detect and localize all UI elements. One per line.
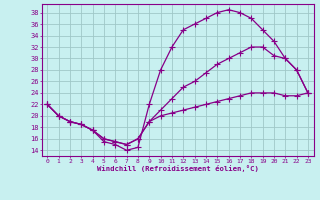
X-axis label: Windchill (Refroidissement éolien,°C): Windchill (Refroidissement éolien,°C) bbox=[97, 165, 259, 172]
